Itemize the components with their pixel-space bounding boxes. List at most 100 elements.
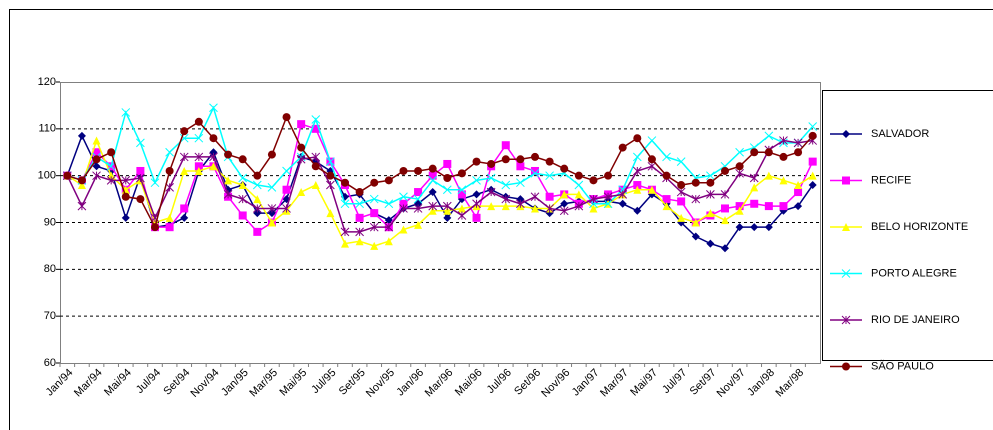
marker: [808, 122, 818, 131]
marker: [209, 152, 218, 162]
marker: [209, 134, 218, 143]
marker: [545, 192, 554, 201]
marker: [486, 173, 496, 183]
marker: [267, 183, 277, 192]
marker: [841, 269, 851, 278]
marker: [106, 175, 116, 185]
marker: [842, 223, 850, 231]
marker: [136, 195, 145, 204]
marker: [355, 188, 364, 197]
marker: [472, 157, 481, 166]
marker: [794, 181, 803, 190]
marker: [560, 199, 569, 208]
marker: [647, 155, 656, 164]
legend-label: RECIFE: [871, 174, 911, 186]
y-tick-label: 120: [38, 76, 56, 88]
legend-label: SÃO PAULO: [871, 359, 934, 372]
marker: [136, 138, 145, 148]
marker: [841, 315, 851, 325]
marker: [442, 185, 452, 195]
marker: [253, 227, 262, 236]
y-tick-label: 100: [38, 170, 56, 182]
marker: [808, 131, 817, 140]
marker: [92, 148, 101, 157]
marker: [764, 171, 773, 180]
marker: [589, 194, 598, 204]
marker: [677, 181, 686, 190]
marker: [794, 148, 803, 157]
marker: [662, 195, 671, 204]
marker: [399, 225, 408, 234]
marker: [531, 152, 539, 161]
marker: [633, 206, 642, 215]
legend-label: RIO DE JANEIRO: [871, 314, 960, 326]
marker: [399, 204, 408, 213]
marker: [121, 213, 130, 222]
marker: [136, 166, 145, 175]
marker: [603, 199, 613, 209]
marker: [842, 130, 850, 138]
marker: [311, 162, 320, 171]
marker: [311, 181, 320, 190]
marker: [282, 113, 291, 122]
marker: [633, 134, 642, 143]
marker: [516, 199, 525, 209]
marker: [560, 164, 569, 173]
marker: [501, 180, 511, 190]
marker: [180, 166, 189, 175]
marker: [428, 171, 437, 180]
marker: [457, 190, 466, 199]
marker: [691, 232, 700, 241]
marker: [764, 202, 773, 211]
marker: [750, 148, 759, 157]
marker: [384, 222, 394, 232]
marker: [194, 117, 203, 126]
marker: [677, 213, 686, 222]
marker: [238, 173, 248, 183]
marker: [633, 181, 642, 190]
marker: [165, 166, 174, 175]
series-line: [66, 133, 814, 250]
marker: [384, 216, 393, 225]
marker: [633, 185, 642, 194]
marker: [706, 239, 715, 248]
marker: [662, 152, 671, 162]
marker: [106, 161, 116, 171]
marker: [735, 223, 744, 232]
marker: [150, 178, 160, 188]
marker: [443, 213, 452, 222]
marker: [238, 211, 247, 220]
series-line: [66, 139, 813, 233]
marker: [618, 190, 628, 199]
marker: [311, 124, 320, 133]
marker: [457, 211, 467, 220]
marker: [253, 195, 262, 204]
marker: [574, 171, 583, 180]
marker: [180, 213, 189, 222]
marker: [764, 223, 773, 232]
marker: [223, 190, 233, 199]
marker: [63, 171, 72, 180]
marker: [472, 199, 481, 209]
marker: [428, 201, 438, 211]
marker: [764, 148, 773, 157]
marker: [297, 143, 306, 152]
marker: [457, 169, 466, 178]
marker: [457, 204, 466, 213]
marker: [194, 133, 204, 143]
marker: [340, 227, 350, 237]
marker: [574, 201, 584, 211]
marker: [77, 176, 86, 185]
marker: [282, 166, 291, 176]
marker: [530, 192, 540, 202]
marker: [647, 161, 657, 171]
marker: [238, 155, 247, 164]
marker: [779, 152, 788, 161]
marker: [676, 187, 686, 197]
marker: [326, 171, 335, 180]
marker: [369, 222, 379, 232]
legend-label: PORTO ALEGRE: [871, 267, 957, 279]
y-tick-label: 90: [44, 216, 56, 228]
marker: [355, 199, 364, 209]
marker: [355, 237, 364, 246]
